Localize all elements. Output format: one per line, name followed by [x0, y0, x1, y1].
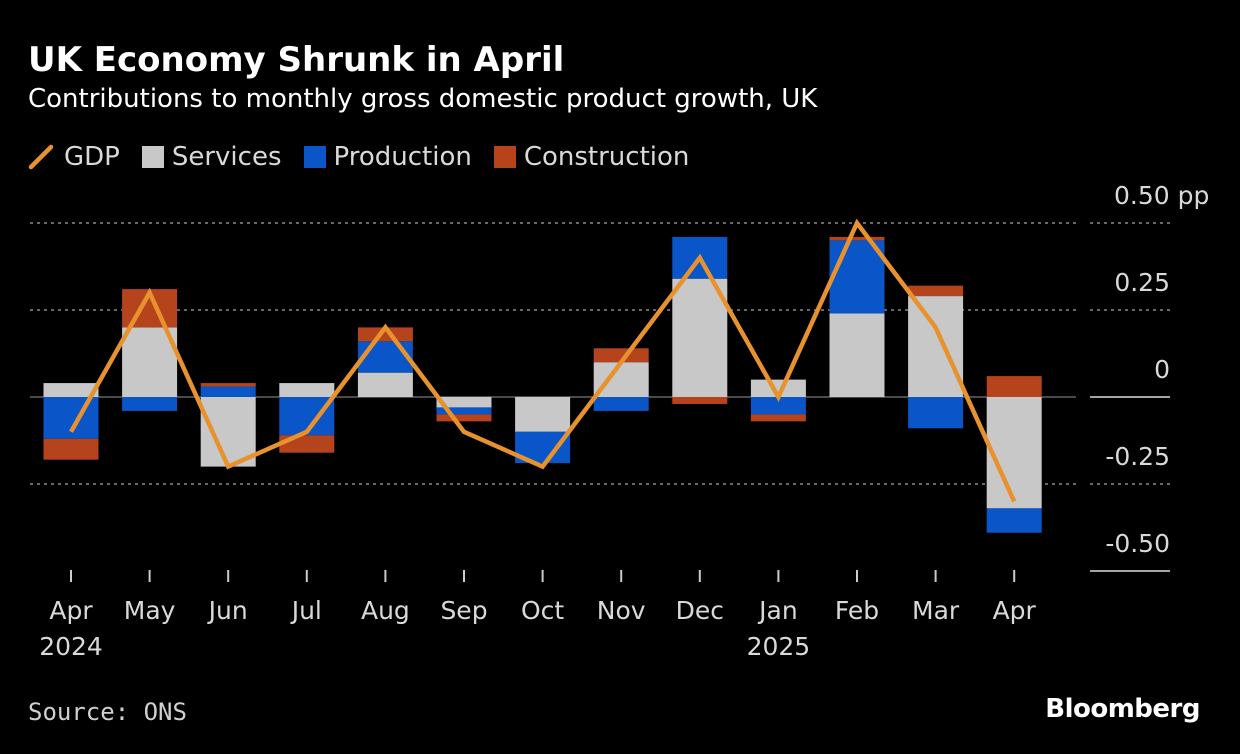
bar-construction — [593, 348, 649, 363]
bar-services — [593, 362, 649, 397]
bar-production — [908, 397, 964, 429]
bar-production — [357, 341, 413, 373]
bar-production — [122, 397, 178, 411]
y-tick-label: -0.25 — [1105, 442, 1170, 471]
bar-services — [515, 397, 571, 432]
bar-construction — [436, 414, 492, 422]
bar-services — [908, 296, 964, 397]
legend-label-construction: Construction — [523, 142, 690, 172]
legend: GDP Services Production Construction — [28, 142, 711, 172]
y-tick-label: 0.25 — [1114, 268, 1170, 297]
x-tick-label: Mar — [912, 596, 960, 625]
chart-subtitle: Contributions to monthly gross domestic … — [28, 84, 818, 114]
bar-services — [829, 313, 885, 397]
bar-production — [436, 407, 492, 415]
bar-services — [43, 383, 99, 397]
x-tick-label: Dec — [676, 596, 724, 625]
y-tick-label: -0.50 — [1105, 529, 1170, 558]
bar-construction — [200, 383, 256, 387]
bar-construction — [43, 438, 99, 460]
legend-item-gdp: GDP — [28, 142, 120, 172]
bar-construction — [908, 285, 964, 297]
bar-production — [750, 397, 806, 415]
legend-label-services: Services — [171, 142, 282, 172]
bar-services — [750, 379, 806, 397]
bar-construction — [672, 397, 728, 404]
construction-swatch-icon — [493, 146, 516, 168]
bar-construction — [829, 236, 885, 241]
x-year-label: 2024 — [39, 632, 103, 661]
x-tick-label: Jan — [757, 596, 798, 625]
bar-production — [200, 386, 256, 397]
x-tick-label: May — [124, 596, 176, 625]
y-tick-label: 0.50 pp — [1114, 181, 1209, 210]
bar-production — [43, 397, 99, 439]
bar-production — [829, 240, 885, 314]
legend-item-production: Production — [303, 142, 472, 172]
bar-services — [986, 397, 1042, 509]
bar-construction — [750, 414, 806, 422]
bar-services — [279, 383, 335, 397]
source-note: Source: ONS — [28, 698, 187, 726]
x-tick-label: Jun — [207, 596, 248, 625]
x-year-label: 2025 — [747, 632, 811, 661]
y-tick-label: 0 — [1154, 355, 1170, 384]
brand-logo: Bloomberg — [1045, 694, 1200, 724]
x-tick-label: Apr — [993, 596, 1037, 625]
gdp-line-icon — [28, 144, 54, 170]
x-tick-label: Oct — [521, 596, 564, 625]
chart-title: UK Economy Shrunk in April — [28, 40, 565, 80]
x-tick-label: Jul — [290, 596, 322, 625]
bar-services — [436, 397, 492, 408]
legend-item-construction: Construction — [493, 142, 690, 172]
legend-label-production: Production — [333, 142, 472, 172]
bar-production — [593, 397, 649, 411]
bar-services — [200, 397, 256, 467]
bar-production — [986, 508, 1042, 533]
bar-services — [672, 278, 728, 397]
x-tick-label: Feb — [835, 596, 879, 625]
bar-construction — [986, 376, 1042, 397]
legend-label-gdp: GDP — [64, 142, 120, 172]
x-tick-label: Sep — [440, 596, 487, 625]
services-swatch-icon — [141, 146, 164, 168]
x-tick-label: Nov — [597, 596, 646, 625]
bar-services — [122, 327, 178, 397]
x-tick-label: Apr — [49, 596, 93, 625]
legend-item-services: Services — [141, 142, 282, 172]
bar-construction — [357, 327, 413, 342]
bar-services — [357, 372, 413, 397]
production-swatch-icon — [303, 146, 326, 168]
x-tick-label: Aug — [361, 596, 410, 625]
